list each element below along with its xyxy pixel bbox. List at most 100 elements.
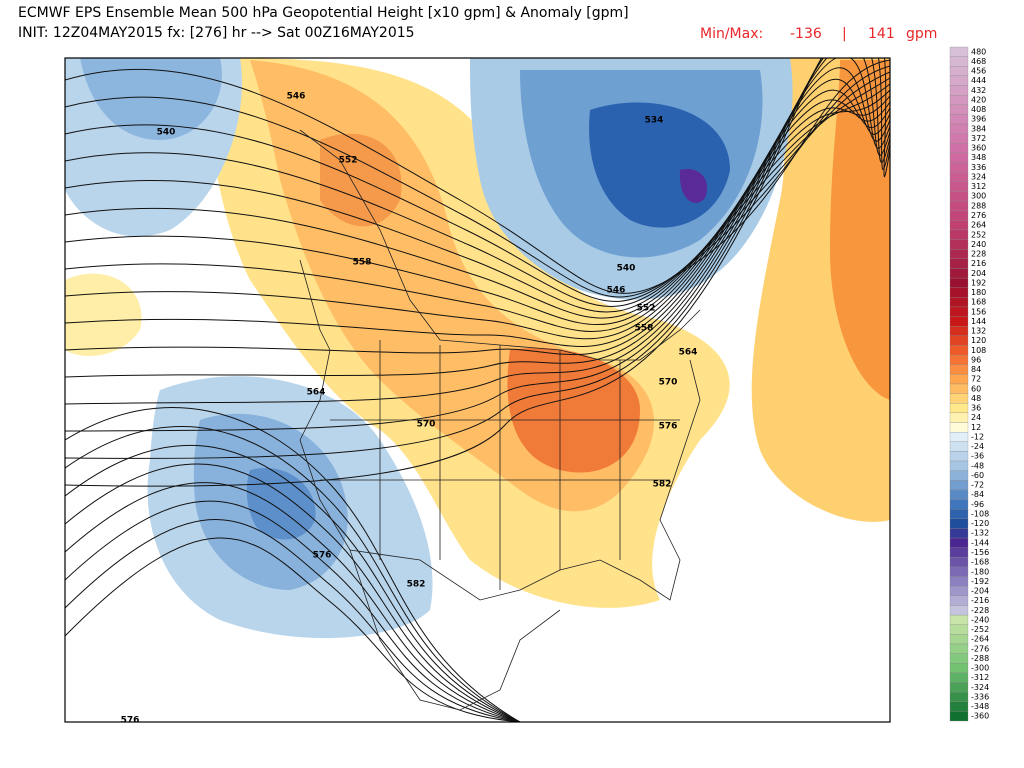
colorbar-swatch	[949, 172, 969, 182]
colorbar-label: 120	[971, 336, 986, 345]
colorbar-label: -264	[971, 635, 989, 644]
colorbar-label: 60	[971, 384, 981, 393]
colorbar-label: -360	[971, 712, 989, 721]
contour-line	[65, 83, 890, 313]
colorbar-label: 168	[971, 298, 986, 307]
contour-label: 546	[287, 92, 306, 102]
colorbar-swatch	[949, 162, 969, 173]
contour-line	[65, 519, 521, 722]
colorbar-swatch	[949, 152, 969, 163]
colorbar-swatch	[949, 586, 969, 596]
colorbar-swatch	[949, 364, 969, 375]
colorbar-swatch	[949, 393, 969, 404]
contour-line	[65, 99, 890, 332]
colorbar-swatch	[949, 441, 969, 452]
colorbar-label: 408	[971, 105, 986, 114]
colorbar-swatch	[949, 46, 969, 57]
colorbar-swatch	[949, 258, 969, 269]
colorbar-label: -336	[971, 692, 989, 701]
colorbar-swatch	[949, 614, 969, 625]
anomaly-negative	[80, 58, 222, 140]
contour-line	[65, 78, 890, 347]
contour-label: 558	[635, 324, 654, 334]
colorbar-label: -276	[971, 644, 989, 653]
colorbar-label: 384	[971, 124, 986, 133]
colorbar-swatch	[949, 489, 969, 500]
colorbar-swatch	[949, 711, 969, 722]
colorbar-swatch	[949, 557, 969, 568]
colorbar-swatch	[949, 249, 969, 259]
contour-label: 564	[679, 348, 698, 358]
colorbar-label: -204	[971, 587, 989, 596]
colorbar-label: 252	[971, 230, 986, 239]
colorbar-label: -144	[971, 538, 989, 547]
height-contours	[65, 58, 890, 722]
contour-line	[65, 58, 890, 432]
colorbar-label: 36	[971, 404, 981, 413]
anomaly-min	[679, 169, 708, 203]
colorbar-label: 288	[971, 201, 986, 210]
colorbar-swatch	[949, 191, 969, 202]
colorbar-swatch	[949, 220, 969, 231]
colorbar-swatch	[949, 133, 969, 144]
colorbar-swatch	[949, 297, 969, 308]
colorbar-label: -12	[971, 432, 984, 441]
colorbar-swatch	[949, 277, 969, 288]
colorbar-label: 432	[971, 86, 986, 95]
contour-line	[65, 444, 521, 722]
colorbar-label: -72	[971, 481, 984, 490]
colorbar-label: 180	[971, 288, 986, 297]
contour-line	[65, 58, 890, 459]
colorbar-label: -180	[971, 567, 989, 576]
colorbar-label: -96	[971, 500, 984, 509]
colorbar-label: -240	[971, 615, 989, 624]
contour-line	[65, 58, 890, 378]
colorbar-swatch	[949, 499, 969, 510]
colorbar-swatch	[949, 354, 969, 365]
colorbar-swatch	[949, 66, 969, 77]
colorbar-label: -36	[971, 452, 984, 461]
anomaly-positive	[507, 348, 640, 473]
colorbar-label: 84	[971, 365, 981, 374]
contour-line	[65, 407, 521, 722]
colorbar-label: -348	[971, 702, 989, 711]
colorbar-swatch	[949, 605, 969, 616]
colorbar-swatch	[949, 210, 969, 221]
contour-label: 540	[617, 264, 636, 274]
contour-line	[65, 95, 890, 325]
colorbar-swatch	[949, 547, 969, 558]
contour-line	[65, 67, 890, 356]
colorbar-swatch	[949, 229, 969, 240]
colorbar-label: -84	[971, 490, 984, 499]
colorbar: 4804684564444324204083963843723603483363…	[949, 46, 989, 722]
colorbar-label: 204	[971, 269, 986, 278]
colorbar-swatch	[949, 104, 969, 115]
colorbar-swatch	[949, 200, 969, 211]
colorbar-swatch	[949, 634, 969, 645]
colorbar-swatch	[949, 412, 969, 423]
colorbar-swatch	[949, 374, 969, 385]
colorbar-label: -300	[971, 664, 989, 673]
colorbar-swatch	[949, 518, 969, 529]
colorbar-label: 240	[971, 240, 986, 249]
contour-label: 552	[637, 304, 656, 314]
contour-label: 570	[659, 378, 678, 388]
colorbar-swatch	[949, 335, 969, 346]
title: ECMWF EPS Ensemble Mean 500 hPa Geopoten…	[18, 5, 629, 21]
colorbar-label: -156	[971, 548, 989, 557]
colorbar-label: 300	[971, 192, 986, 201]
colorbar-swatch	[949, 528, 969, 539]
colorbar-label: 420	[971, 95, 986, 104]
contour-line	[65, 58, 890, 405]
colorbar-swatch	[949, 663, 969, 674]
colorbar-label: 216	[971, 259, 986, 268]
colorbar-swatch	[949, 537, 969, 548]
colorbar-label: -312	[971, 673, 989, 682]
colorbar-label: 360	[971, 144, 986, 153]
colorbar-label: 456	[971, 67, 986, 76]
colorbar-swatch	[949, 431, 969, 442]
contour-label: 564	[307, 388, 326, 398]
contour-label: 582	[407, 580, 426, 590]
colorbar-label: 144	[971, 317, 986, 326]
